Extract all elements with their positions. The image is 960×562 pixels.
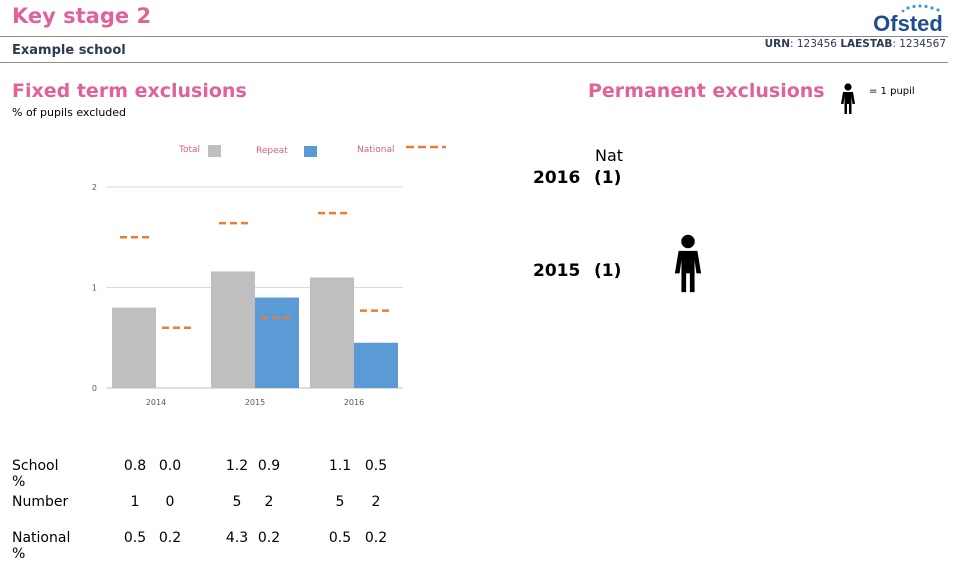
pupil-key-icon xyxy=(841,83,855,114)
table-cell: 0.9 xyxy=(257,458,281,474)
table-cell: 5 xyxy=(335,494,345,510)
school-name: Example school xyxy=(12,43,126,58)
y-tick-label: 0 xyxy=(92,384,97,393)
table-cell: 1 xyxy=(130,494,140,510)
laestab-value: 1234567 xyxy=(899,38,946,50)
table-cell: 5 xyxy=(232,494,242,510)
legend-repeat-label: Repeat xyxy=(256,146,288,156)
ofsted-logo: Ofsted xyxy=(873,4,943,36)
x-tick-label: 2015 xyxy=(245,398,265,407)
legend-repeat-swatch xyxy=(304,146,317,157)
table-cell: 0.0 xyxy=(158,458,182,474)
perm-year-2015: 2015 xyxy=(533,261,581,281)
table-cell: 0.5 xyxy=(123,530,147,546)
table-row-label: School % xyxy=(12,458,59,490)
table-cell: 2 xyxy=(264,494,274,510)
y-tick-label: 1 xyxy=(92,284,97,293)
table-cell: 0.5 xyxy=(364,458,388,474)
nat-header: Nat xyxy=(595,146,624,165)
bar-repeat-2016 xyxy=(354,342,398,388)
table-cell: 1.2 xyxy=(225,458,249,474)
legend-total-swatch xyxy=(208,145,221,157)
legend-national-label: National xyxy=(357,145,395,155)
table-cell: 0.5 xyxy=(328,530,352,546)
perm-nat-2016: (1) xyxy=(594,168,622,188)
fixed-term-subtitle: % of pupils excluded xyxy=(12,106,127,119)
bar-total-2014 xyxy=(112,307,156,388)
fixed-term-title: Fixed term exclusions xyxy=(12,80,247,102)
y-tick-label: 2 xyxy=(92,183,97,192)
x-tick-label: 2016 xyxy=(344,398,364,407)
school-identifiers: URN: 123456 LAESTAB: 1234567 xyxy=(764,38,946,50)
header-divider-bottom xyxy=(0,62,948,63)
exclusions-chart: Total Repeat National 0 1 2 2014 2015 2016 xyxy=(92,145,446,407)
perm-year-2016: 2016 xyxy=(533,168,581,188)
table-cell: 0 xyxy=(165,494,175,510)
urn-label: URN xyxy=(764,38,790,50)
table-cell: 0.2 xyxy=(158,530,182,546)
pupil-icon-2015 xyxy=(674,234,702,293)
bar-repeat-2015 xyxy=(255,297,299,388)
pupil-key-label: = 1 pupil xyxy=(869,86,915,97)
permanent-title: Permanent exclusions xyxy=(588,80,825,102)
table-cell: 2 xyxy=(371,494,381,510)
table-row-label: Number xyxy=(12,494,69,510)
table-cell: 0.8 xyxy=(123,458,147,474)
header-divider-top xyxy=(0,36,948,37)
bar-total-2016 xyxy=(310,277,354,388)
table-cell: 0.2 xyxy=(364,530,388,546)
bar-total-2015 xyxy=(211,271,255,388)
table-cell: 0.2 xyxy=(257,530,281,546)
logo-text: Ofsted xyxy=(873,11,943,36)
table-row-label: National % xyxy=(12,530,71,562)
urn-value: 123456 xyxy=(796,38,837,50)
legend-total-label: Total xyxy=(178,145,200,155)
perm-nat-2015: (1) xyxy=(594,261,622,281)
table-cell: 1.1 xyxy=(328,458,352,474)
x-tick-label: 2014 xyxy=(146,398,166,407)
table-cell: 4.3 xyxy=(225,530,249,546)
laestab-label: LAESTAB xyxy=(840,38,893,50)
page-title: Key stage 2 xyxy=(12,4,152,28)
